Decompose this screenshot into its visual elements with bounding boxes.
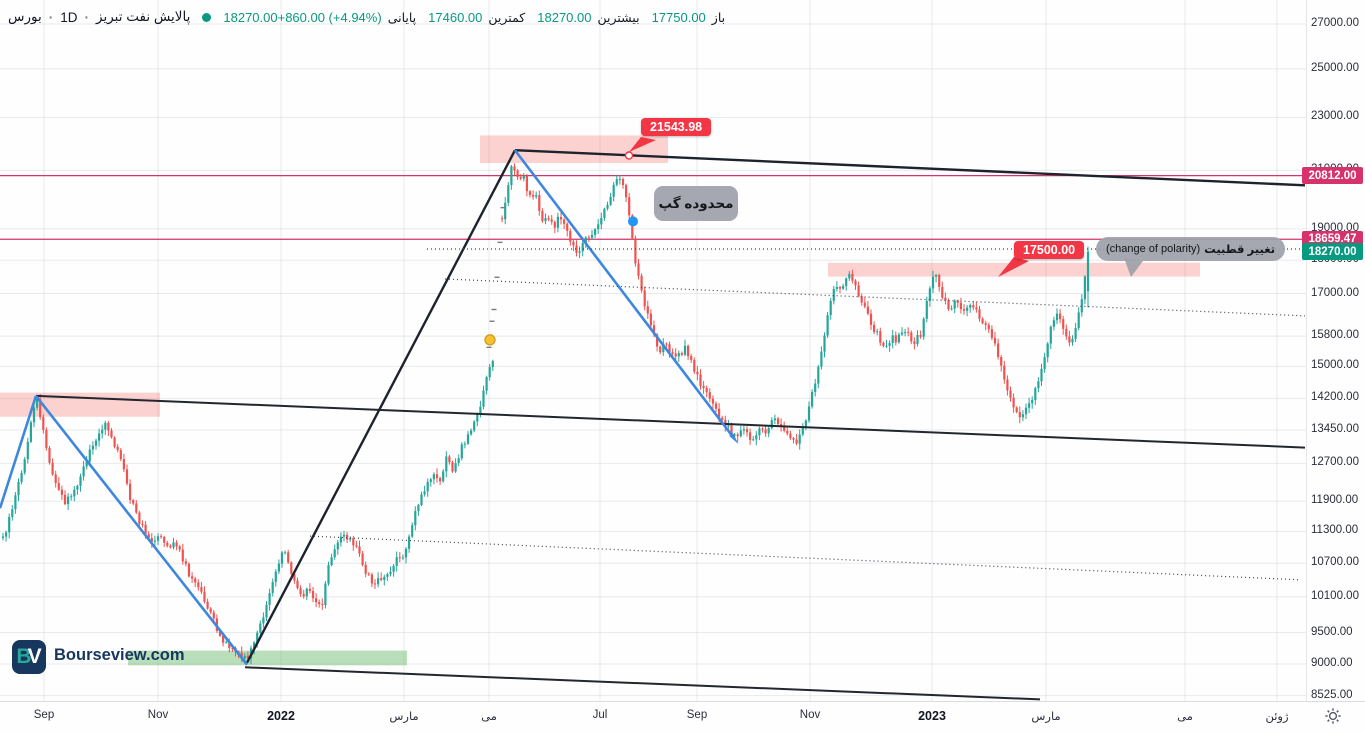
zigzag-left-up[interactable] xyxy=(0,395,38,509)
axis-settings-gear-icon[interactable] xyxy=(1325,708,1341,724)
price-axis-label: 15000.00 xyxy=(1311,359,1359,372)
time-axis-label: Sep xyxy=(686,709,708,721)
time-axis-label: می xyxy=(481,711,497,723)
demand-bottom[interactable] xyxy=(128,650,407,666)
channel-top[interactable] xyxy=(35,394,1306,449)
price-axis-separator xyxy=(1306,0,1307,701)
tail-polarity xyxy=(1124,258,1143,277)
price-axis-label: 17000.00 xyxy=(1311,286,1359,299)
polarity-tooltip[interactable]: تغییر قطبیت (change of polarity) xyxy=(1096,237,1286,261)
separator: · xyxy=(48,9,54,25)
ohlc-high-label: بیشترین xyxy=(597,10,640,25)
ohlc-close-label: پایانی xyxy=(387,10,417,25)
time-axis-separator xyxy=(0,701,1365,702)
time-axis-label: Sep xyxy=(33,709,55,721)
polarity-tooltip-fa: تغییر قطبیت xyxy=(1204,244,1276,256)
yellow-dot[interactable] xyxy=(484,334,496,346)
blue-dot[interactable] xyxy=(628,216,638,227)
time-axis-label: 2022 xyxy=(267,709,295,723)
time-axis-label: مارس xyxy=(389,711,419,723)
time-axis-label: 2023 xyxy=(918,709,946,723)
price-badge-20812.00[interactable]: 20812.00 xyxy=(1302,167,1363,185)
price-axis-label: 12700.00 xyxy=(1311,456,1359,469)
price-callout-high[interactable]: 21543.98 xyxy=(641,118,712,136)
ohlc-close-value: 18270.00+860.00 (+4.94%) xyxy=(223,9,382,25)
symbol-legend[interactable]: بورس · 1D · پالایش نفت تبریز 18270.00+86… xyxy=(8,9,731,25)
market-status-dot-icon xyxy=(202,12,212,22)
polarity-tooltip-en: (change of polarity) xyxy=(1106,243,1201,255)
zigzag-right-down-arrowhead xyxy=(729,432,739,445)
price-axis-label: 10700.00 xyxy=(1311,556,1359,569)
bourseview-site-text: Bourseview.com xyxy=(54,646,185,664)
ohlc-low-label: کمترین xyxy=(488,10,526,25)
price-axis-label: 11900.00 xyxy=(1311,494,1359,507)
zigzag-right-down[interactable] xyxy=(513,149,735,438)
exchange-name[interactable]: بورس xyxy=(8,9,42,24)
ohlc-open-label: باز xyxy=(711,10,726,25)
time-axis-label: مارس xyxy=(1031,711,1061,723)
supply-right[interactable] xyxy=(828,262,1200,277)
gap-range-label[interactable]: محدوده گپ xyxy=(654,186,738,221)
dotted-mid[interactable] xyxy=(444,278,1306,317)
separator: · xyxy=(84,9,90,25)
rally-trendline[interactable] xyxy=(245,149,517,664)
anchor-dot[interactable] xyxy=(624,151,634,160)
dotted-lower[interactable] xyxy=(309,535,1301,581)
bourseview-logo[interactable]: B V xyxy=(12,640,46,674)
time-axis-label: ژوئن xyxy=(1265,711,1289,723)
candlestick-series xyxy=(1,163,1090,665)
price-callout-17500[interactable]: 17500.00 xyxy=(1014,241,1085,259)
channel-bottom[interactable] xyxy=(244,666,1041,701)
price-badge-18270.00[interactable]: 18270.00 xyxy=(1302,243,1363,261)
ohlc-high-value: 18270.00 xyxy=(537,9,592,25)
time-axis-label: می xyxy=(1177,711,1193,723)
price-axis-label: 10100.00 xyxy=(1311,589,1359,602)
price-axis-label: 13450.00 xyxy=(1311,422,1359,435)
supply-left[interactable] xyxy=(0,392,160,417)
symbol-name[interactable]: پالایش نفت تبریز xyxy=(96,9,191,24)
price-axis-label: 19000.00 xyxy=(1311,221,1359,234)
logo-letter-v: V xyxy=(27,645,42,668)
price-axis-label: 9000.00 xyxy=(1311,657,1353,670)
ohlc-open-value: 17750.00 xyxy=(651,9,706,25)
ohlc-low-value: 17460.00 xyxy=(428,9,483,25)
logo-letter-b: B xyxy=(16,645,32,668)
timeframe[interactable]: 1D xyxy=(60,9,78,25)
tail-21543 xyxy=(629,137,656,152)
time-axis-label: Nov xyxy=(147,709,169,721)
price-axis-label: 14200.00 xyxy=(1311,391,1359,404)
price-axis-label: 25000.00 xyxy=(1311,61,1359,74)
zigzag-left-down[interactable] xyxy=(34,395,249,666)
price-axis-label: 23000.00 xyxy=(1311,110,1359,123)
tail-17500 xyxy=(998,257,1029,277)
time-axis-label: Jul xyxy=(592,709,608,721)
time-axis-label: Nov xyxy=(799,709,821,721)
price-axis-label: 8525.00 xyxy=(1311,688,1353,701)
price-axis-label: 11300.00 xyxy=(1311,524,1359,537)
price-axis-label: 27000.00 xyxy=(1311,16,1359,29)
price-axis-label: 9500.00 xyxy=(1311,625,1353,638)
price-axis-label: 15800.00 xyxy=(1311,329,1359,342)
distribution-trendline[interactable] xyxy=(514,149,1306,187)
